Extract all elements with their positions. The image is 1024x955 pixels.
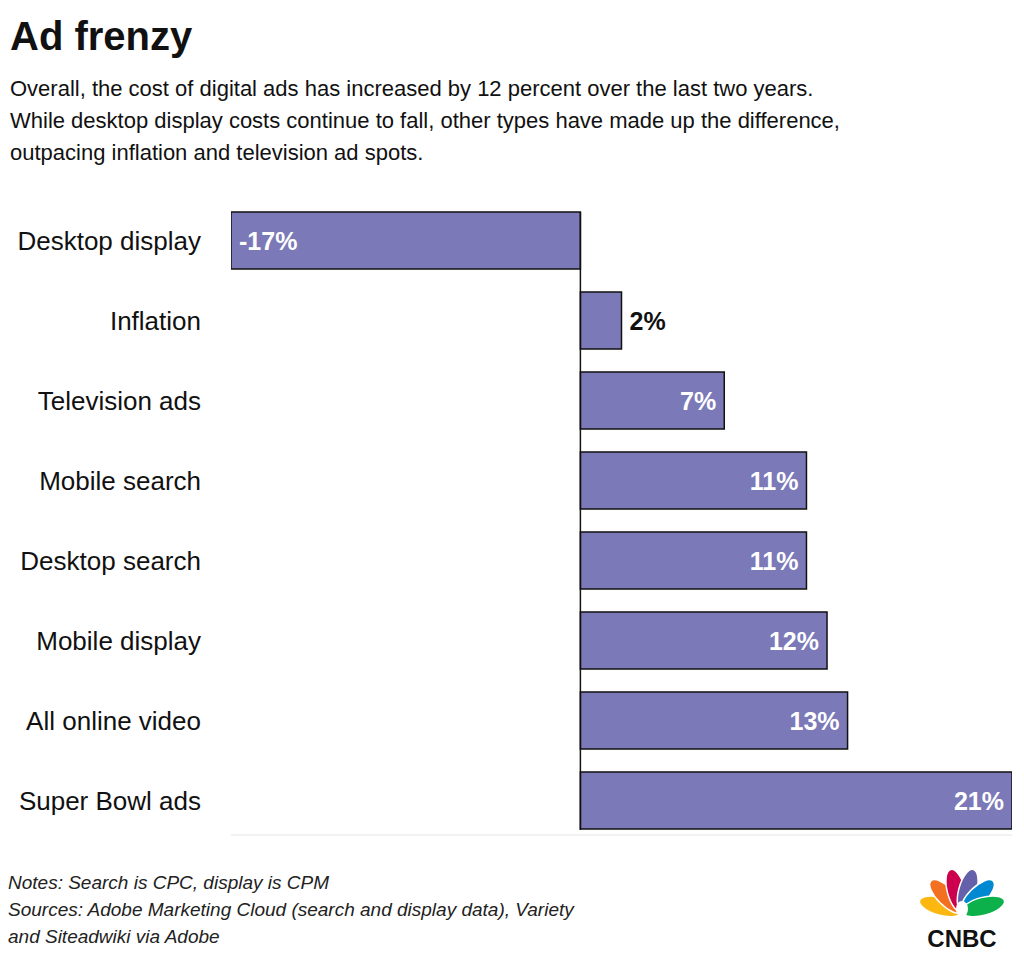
- data-label: -17%: [239, 227, 297, 255]
- category-label: Mobile search: [39, 466, 201, 496]
- title: Ad frenzy: [10, 14, 193, 58]
- bar: [580, 612, 827, 669]
- category-label: Inflation: [110, 306, 201, 336]
- baseline: [580, 212, 582, 830]
- bar: [580, 372, 724, 429]
- category-label: Television ads: [38, 386, 201, 416]
- bar: [580, 452, 806, 509]
- category-label: Super Bowl ads: [19, 786, 201, 816]
- bar: [580, 692, 847, 749]
- logo: CNBC: [917, 867, 1007, 952]
- data-label: 21%: [954, 787, 1004, 815]
- category-label: Mobile display: [36, 626, 201, 656]
- subtitle: outpacing inflation and television ad sp…: [10, 140, 423, 165]
- bar: [580, 292, 621, 349]
- category-label: Desktop display: [17, 226, 201, 256]
- data-label: 7%: [680, 387, 716, 415]
- logo-text: CNBC: [927, 925, 996, 952]
- subtitle: While desktop display costs continue to …: [10, 108, 840, 133]
- bar: [580, 532, 806, 589]
- note: and Siteadwiki via Adobe: [8, 926, 220, 947]
- category-label: Desktop search: [20, 546, 201, 576]
- bar: [231, 212, 580, 269]
- background: [0, 0, 1024, 955]
- note: Notes: Search is CPC, display is CPM: [8, 872, 329, 893]
- bars: [231, 212, 1012, 829]
- category-label: All online video: [26, 706, 201, 736]
- x-axis-line: [231, 835, 1012, 836]
- data-label: 11%: [750, 467, 799, 495]
- logo-body: [956, 901, 968, 917]
- note: Sources: Adobe Marketing Cloud (search a…: [8, 899, 575, 920]
- subtitle: Overall, the cost of digital ads has inc…: [10, 76, 813, 101]
- bar: [580, 772, 1012, 829]
- chart: Ad frenzy Overall, the cost of digital ad…: [0, 0, 1024, 955]
- data-label: 2%: [630, 307, 666, 335]
- data-label: 12%: [769, 627, 819, 655]
- data-label: 13%: [790, 707, 840, 735]
- data-label: 11%: [750, 547, 799, 575]
